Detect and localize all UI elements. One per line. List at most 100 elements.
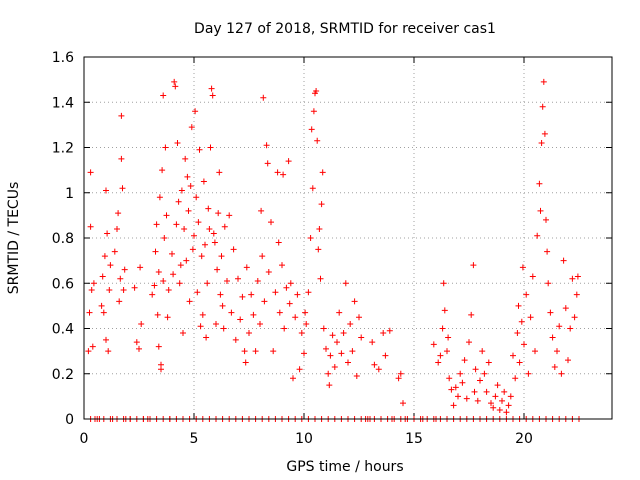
axis-ticks: 0 0.2 0.4 0.6 0.8 1 1.2 1.4 1.6 0 5 10 15 20 — [52, 50, 612, 447]
data-point — [195, 219, 202, 226]
data-point — [461, 357, 468, 364]
data-point — [87, 223, 94, 230]
data-point — [474, 397, 481, 404]
data-point — [342, 280, 349, 287]
x-tick-label: 10 — [295, 431, 313, 447]
data-point — [280, 171, 287, 178]
data-point — [119, 185, 126, 192]
data-point — [270, 348, 277, 355]
data-point — [191, 232, 197, 239]
data-point — [316, 225, 323, 232]
data-point — [174, 139, 181, 146]
data-point — [107, 262, 114, 269]
data-point — [315, 246, 322, 253]
data-point — [105, 348, 112, 355]
data-point — [327, 352, 334, 359]
data-point — [290, 375, 296, 382]
data-point — [218, 253, 225, 260]
data-point — [274, 169, 281, 176]
y-tick-label: 0.8 — [52, 231, 74, 247]
data-point — [160, 277, 167, 284]
data-point — [479, 348, 486, 355]
data-point — [503, 409, 510, 416]
x-tick-label: 15 — [405, 431, 423, 447]
data-point — [117, 275, 124, 282]
y-tick-label: 1.4 — [52, 95, 74, 111]
data-point — [149, 291, 156, 298]
data-point — [100, 309, 107, 316]
data-point — [481, 370, 488, 377]
data-point — [323, 345, 329, 352]
data-point — [485, 359, 492, 366]
data-point — [400, 400, 406, 407]
data-point — [573, 291, 580, 298]
data-point — [192, 108, 199, 115]
data-point — [175, 198, 182, 205]
y-tick-label: 0.4 — [52, 322, 74, 338]
data-point — [314, 137, 321, 144]
data-point — [338, 350, 345, 357]
data-point — [90, 280, 97, 287]
data-points — [85, 78, 582, 422]
data-point — [204, 280, 211, 287]
data-point — [369, 339, 376, 346]
data-point — [430, 341, 437, 348]
data-point — [183, 257, 190, 264]
data-point — [242, 359, 249, 366]
data-point — [275, 239, 282, 246]
data-point — [172, 83, 179, 90]
data-point — [156, 194, 163, 201]
data-point — [220, 325, 227, 332]
data-point — [85, 348, 92, 355]
grid — [84, 57, 612, 419]
data-point — [259, 253, 266, 260]
data-point — [298, 330, 305, 337]
y-tick-label: 0.6 — [52, 276, 74, 292]
data-point — [186, 298, 193, 305]
data-point — [351, 298, 358, 305]
data-point — [159, 167, 166, 174]
data-point — [347, 320, 354, 327]
data-point — [89, 343, 96, 350]
data-point — [444, 348, 450, 355]
data-point — [209, 92, 216, 99]
data-point — [194, 289, 201, 296]
data-point — [111, 248, 118, 255]
data-point — [173, 221, 180, 228]
data-point — [257, 320, 263, 327]
data-point — [466, 339, 472, 346]
data-point — [189, 246, 196, 253]
data-point — [88, 287, 95, 294]
data-point — [562, 305, 569, 312]
data-point — [121, 266, 128, 273]
data-point — [435, 359, 442, 366]
data-point — [448, 386, 455, 393]
data-point — [501, 388, 508, 395]
data-point — [519, 264, 526, 271]
y-tick-label: 0 — [65, 412, 74, 428]
data-point — [158, 361, 164, 368]
data-point — [103, 187, 109, 194]
data-point — [296, 366, 303, 373]
data-point — [118, 112, 125, 119]
data-point — [523, 291, 530, 298]
data-point — [116, 298, 123, 305]
data-point — [263, 142, 270, 149]
data-point — [137, 264, 144, 271]
data-point — [440, 280, 447, 287]
data-point — [532, 348, 538, 355]
data-point — [258, 207, 265, 214]
data-point — [268, 219, 274, 226]
data-point — [131, 284, 138, 291]
data-point — [153, 221, 160, 228]
data-point — [196, 146, 203, 153]
data-point — [226, 212, 233, 219]
data-point — [161, 235, 168, 241]
data-point — [446, 375, 453, 382]
data-point — [216, 169, 223, 176]
data-point — [164, 314, 171, 321]
data-point — [375, 366, 382, 373]
data-point — [246, 330, 252, 337]
data-point — [177, 262, 184, 269]
data-point — [219, 302, 226, 309]
